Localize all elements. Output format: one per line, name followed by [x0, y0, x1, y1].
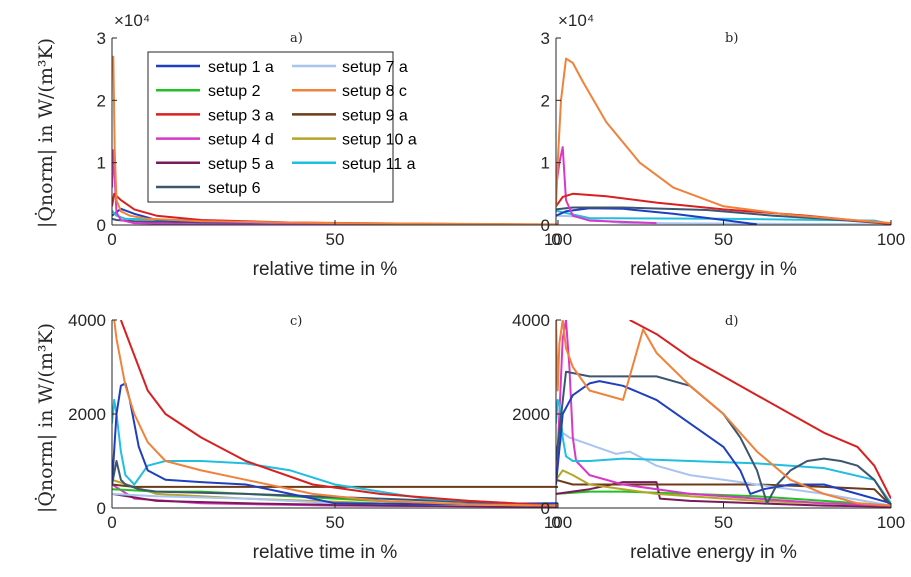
- panel-tag: b): [725, 31, 738, 46]
- legend-entry: setup 10 a: [342, 132, 417, 149]
- series-line-setup-8-c: [113, 320, 558, 507]
- y-tick-label: 4000: [512, 311, 550, 330]
- series-line-setup-6: [556, 370, 891, 507]
- series-group: [112, 55, 558, 225]
- series-line-setup-5-a: [112, 492, 558, 508]
- y-tick-label: 4000: [68, 311, 106, 330]
- series-group: [556, 320, 891, 508]
- series-line-setup-7-a: [556, 431, 891, 507]
- series-line-setup-1-a: [112, 382, 558, 506]
- series-line-setup-4-d: [556, 146, 657, 225]
- x-axis-label: relative time in %: [253, 542, 398, 563]
- series-line-setup-4-d: [112, 149, 558, 225]
- series-line-setup-9-a: [556, 478, 891, 507]
- x-tick-label: 50: [714, 513, 733, 532]
- legend-entry: setup 7 a: [342, 59, 408, 76]
- series-line-setup-11-a: [556, 398, 891, 504]
- y-axis-label-top: |Q̇norm| in W/(m³K): [35, 38, 57, 228]
- legend-entry: setup 3 a: [208, 107, 274, 124]
- legend-entry: setup 1 a: [208, 59, 274, 76]
- series-line-setup-11-a: [112, 398, 558, 507]
- series-line-setup-6: [556, 206, 891, 225]
- legend-entry: setup 5 a: [208, 156, 274, 173]
- series-group: [112, 320, 558, 508]
- x-tick-label: 0: [107, 513, 116, 532]
- legend-entry: setup 8 c: [342, 83, 407, 100]
- panel-tag: a): [290, 31, 303, 46]
- series-line-setup-3-a: [119, 320, 558, 507]
- y-tick-label: 3: [541, 29, 550, 48]
- x-tick-label: 0: [551, 513, 560, 532]
- y-tick-label: 0: [541, 499, 550, 518]
- y-axis-label-bottom: |Q̇norm| in W/(m³K): [35, 323, 57, 513]
- x-tick-label: 50: [326, 230, 345, 249]
- series-line-setup-8-c: [556, 57, 891, 225]
- panel-tag: c): [290, 314, 302, 329]
- y-tick-label: 2: [541, 91, 550, 110]
- series-line-setup-10-a: [556, 469, 891, 507]
- legend-entry: setup 6: [208, 180, 261, 197]
- y-tick-label: 1: [97, 154, 106, 173]
- legend-entry: setup 4 d: [208, 132, 274, 149]
- y-tick-label: 1: [541, 154, 550, 173]
- legend: setup 1 a setup 2 setup 3 a setup 4 d setup …: [147, 51, 417, 203]
- x-tick-label: 100: [544, 513, 572, 532]
- series-line-setup-7-a: [556, 214, 891, 225]
- x-tick-label: 0: [551, 230, 560, 249]
- x-tick-label: 50: [714, 230, 733, 249]
- x-axis-label: relative energy in %: [630, 542, 797, 563]
- x-tick-label: 100: [877, 230, 905, 249]
- axis-multiplier: ×10⁴: [114, 11, 150, 30]
- y-tick-label: 3: [97, 29, 106, 48]
- x-tick-label: 0: [107, 230, 116, 249]
- series-line-setup-3-a: [629, 320, 891, 500]
- y-tick-label: 2000: [512, 405, 550, 424]
- legend-entry: setup 11 a: [342, 156, 416, 173]
- x-axis-label: relative energy in %: [630, 259, 797, 280]
- x-tick-label: 100: [877, 513, 905, 532]
- x-tick-label: 100: [544, 230, 572, 249]
- series-line-setup-8-c: [556, 320, 891, 507]
- series-line-setup-1-a: [556, 380, 891, 505]
- x-tick-label: 50: [326, 513, 345, 532]
- y-tick-label: 0: [97, 216, 106, 235]
- legend-entry: setup 9 a: [342, 107, 408, 124]
- y-tick-label: 2000: [68, 405, 106, 424]
- axis-multiplier: ×10⁴: [558, 11, 594, 30]
- y-tick-label: 0: [541, 216, 550, 235]
- legend-entry: setup 2: [208, 83, 261, 100]
- legend-box: [147, 51, 394, 203]
- series-group: [556, 57, 891, 225]
- y-tick-label: 2: [97, 91, 106, 110]
- x-axis-label: relative time in %: [253, 259, 398, 280]
- series-line-setup-8-c: [112, 55, 558, 225]
- panel-tag: d): [725, 314, 738, 329]
- y-axis-labels: |Q̇norm| in W/(m³K) |Q̇norm| in W/(m³K): [35, 38, 57, 513]
- y-tick-label: 0: [97, 499, 106, 518]
